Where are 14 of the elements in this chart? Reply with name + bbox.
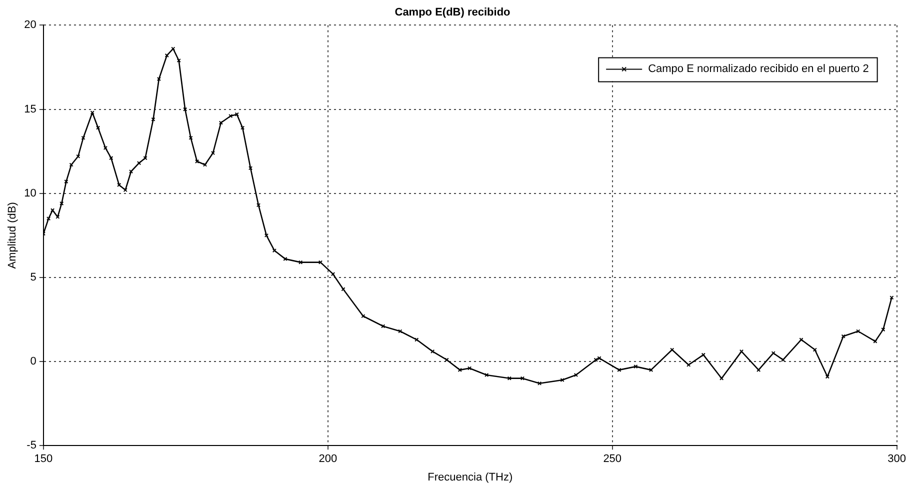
x-tick-label: 300 bbox=[888, 453, 906, 466]
legend-label: Campo E normalizado recibido en el puerto 2 bbox=[648, 63, 869, 76]
y-tick-label: 0 bbox=[30, 356, 36, 368]
y-tick-label: 15 bbox=[24, 103, 36, 116]
y-tick-label: 10 bbox=[24, 187, 36, 200]
x-tick-label: 250 bbox=[603, 453, 622, 466]
y-tick-label: 5 bbox=[30, 271, 36, 284]
chart-title: Campo E(dB) recibido bbox=[394, 6, 511, 19]
y-tick-label: 20 bbox=[24, 19, 36, 32]
x-axis-title: Frecuencia (THz) bbox=[428, 471, 513, 484]
y-tick-label: -5 bbox=[26, 440, 36, 452]
y-axis-title: Amplitud (dB) bbox=[6, 202, 19, 269]
x-tick-label: 200 bbox=[318, 453, 338, 466]
x-tick-label: 150 bbox=[34, 453, 53, 466]
